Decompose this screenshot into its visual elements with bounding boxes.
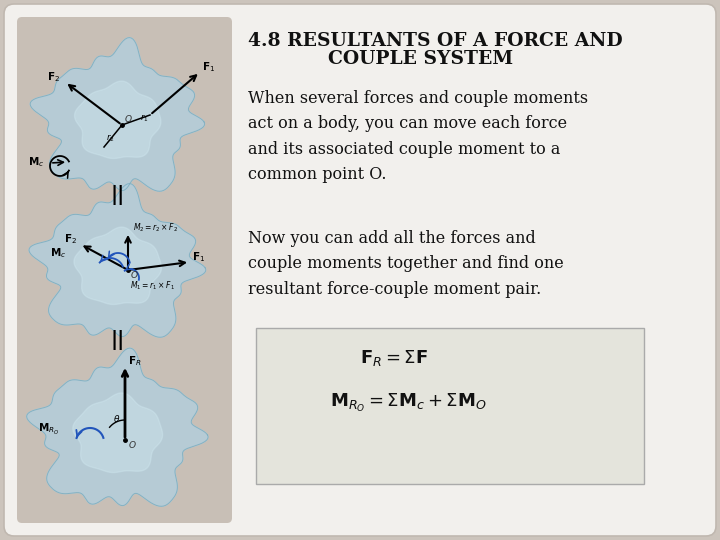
- Text: $\mathbf{F}_{R} = \Sigma\mathbf{F}$: $\mathbf{F}_{R} = \Sigma\mathbf{F}$: [360, 348, 428, 368]
- Text: $M_2=r_2\times F_2$: $M_2=r_2\times F_2$: [133, 221, 178, 233]
- Text: Now you can add all the forces and
couple moments together and find one
resultan: Now you can add all the forces and coupl…: [248, 230, 564, 298]
- Text: $\mathbf{M}_{R_O}$: $\mathbf{M}_{R_O}$: [38, 422, 59, 437]
- Polygon shape: [30, 38, 204, 191]
- Polygon shape: [29, 184, 206, 338]
- Text: $r_1$: $r_1$: [140, 113, 148, 125]
- FancyBboxPatch shape: [17, 17, 232, 523]
- Text: $r_2$: $r_2$: [106, 133, 114, 145]
- Text: ||: ||: [111, 185, 125, 205]
- Text: $\mathbf{F}_R$: $\mathbf{F}_R$: [128, 354, 142, 368]
- Text: 4.8 RESULTANTS OF A FORCE AND: 4.8 RESULTANTS OF A FORCE AND: [248, 32, 623, 50]
- Text: $\mathbf{M}_c$: $\mathbf{M}_c$: [50, 246, 66, 260]
- Text: $\mathbf{F}_2$: $\mathbf{F}_2$: [47, 70, 60, 84]
- Text: COUPLE SYSTEM: COUPLE SYSTEM: [328, 50, 513, 68]
- Text: $\theta$: $\theta$: [113, 413, 120, 424]
- Polygon shape: [75, 81, 161, 158]
- Text: $\mathbf{F}_1$: $\mathbf{F}_1$: [192, 250, 205, 264]
- Polygon shape: [73, 393, 163, 472]
- Text: $\mathbf{F}_2$: $\mathbf{F}_2$: [64, 232, 77, 246]
- Text: ||: ||: [111, 330, 125, 350]
- Text: $\mathbf{M}_{R_O} = \Sigma\mathbf{M}_c + \Sigma\mathbf{M}_O$: $\mathbf{M}_{R_O} = \Sigma\mathbf{M}_c +…: [330, 392, 487, 414]
- Text: $O$: $O$: [130, 269, 139, 280]
- FancyBboxPatch shape: [4, 4, 716, 536]
- Polygon shape: [74, 227, 161, 305]
- Text: When several forces and couple moments
act on a body, you can move each force
an: When several forces and couple moments a…: [248, 90, 588, 184]
- Text: $O$: $O$: [124, 113, 132, 124]
- Text: $M_1=r_1\times F_1$: $M_1=r_1\times F_1$: [130, 279, 175, 292]
- Text: $\mathbf{M}_c$: $\mathbf{M}_c$: [28, 155, 45, 169]
- Text: $O$: $O$: [128, 439, 137, 450]
- Polygon shape: [27, 348, 208, 507]
- FancyBboxPatch shape: [256, 328, 644, 484]
- Text: $\mathbf{F}_1$: $\mathbf{F}_1$: [202, 60, 215, 74]
